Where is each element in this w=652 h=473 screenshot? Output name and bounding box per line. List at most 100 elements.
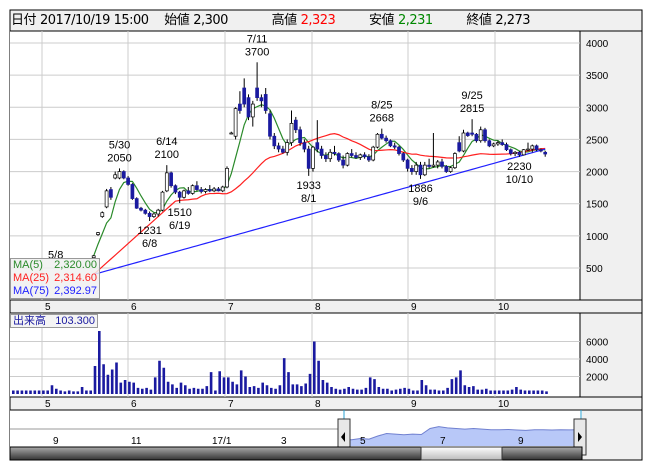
candle-body	[130, 184, 135, 199]
candle-body	[276, 145, 281, 150]
candle-body	[341, 159, 345, 166]
candle	[293, 116, 298, 133]
volume-bar	[485, 388, 488, 394]
volume-label: 出来高	[13, 315, 46, 327]
volume-bar	[454, 377, 458, 394]
candle-body	[250, 103, 255, 118]
candle-body	[268, 113, 272, 137]
candle	[182, 189, 186, 199]
candle-body	[147, 213, 152, 217]
volume-bar	[145, 387, 148, 394]
volume-plot-area	[10, 313, 580, 397]
candle-body	[134, 198, 139, 209]
candle-body	[534, 145, 539, 151]
navigator-left-handle[interactable]	[337, 418, 351, 456]
candle	[289, 110, 294, 146]
candle	[117, 168, 122, 180]
candle-body	[440, 161, 444, 167]
candle	[418, 161, 423, 179]
candle-body	[229, 132, 234, 135]
candle-body	[513, 151, 517, 154]
volume-bar	[257, 387, 260, 394]
volume-bar	[450, 379, 454, 394]
month-tick-label: 6	[131, 399, 137, 410]
volume-bar	[360, 389, 363, 394]
annotation-date: 6/8	[142, 238, 157, 250]
candle-body	[371, 146, 376, 161]
candle-body	[448, 167, 453, 172]
candle	[470, 119, 474, 137]
candle-body	[259, 97, 264, 102]
candle	[349, 149, 354, 158]
candle	[186, 187, 191, 195]
candle-body	[311, 146, 315, 169]
candle-body	[491, 143, 496, 147]
annotation-date: 10/10	[506, 174, 534, 186]
candle-body	[117, 171, 122, 179]
navigator-tick-label: 9	[53, 436, 59, 447]
candle	[199, 187, 204, 194]
candle-body	[526, 148, 530, 151]
candle	[143, 208, 148, 215]
volume-bar	[274, 388, 277, 394]
scrollbar-thumb[interactable]	[420, 446, 503, 461]
volume-bar	[63, 391, 67, 394]
volume-bar	[497, 390, 501, 394]
volume-bar	[282, 358, 286, 394]
volume-bar	[153, 377, 157, 394]
candle-body	[345, 153, 350, 166]
candle	[250, 100, 255, 127]
volume-bar	[16, 390, 19, 394]
candle	[474, 133, 479, 143]
candle	[164, 165, 169, 193]
candle	[461, 129, 466, 153]
candle-body	[293, 119, 298, 131]
volume-bar	[89, 390, 92, 394]
volume-bar	[424, 385, 428, 394]
candle	[268, 110, 272, 140]
candle-body	[164, 172, 169, 192]
volume-bar	[106, 374, 110, 394]
volume-bar	[403, 387, 406, 394]
volume-bar	[265, 385, 269, 394]
month-tick-label: 10	[498, 399, 510, 410]
navigator-tick-label: 11	[131, 436, 142, 447]
candle-body	[104, 190, 109, 208]
candle-body	[465, 132, 470, 136]
candle	[220, 185, 225, 193]
candle-body	[367, 156, 371, 161]
candle-body	[152, 213, 156, 217]
candle	[233, 107, 238, 140]
month-tick-label: 8	[315, 302, 321, 313]
volume-bar	[192, 387, 196, 394]
volume-bar	[270, 387, 273, 394]
volume-bar	[98, 331, 101, 394]
price-tick-label: 500	[586, 264, 603, 275]
candle-body	[478, 129, 483, 142]
close-value: 2,273	[495, 13, 531, 28]
volume-bar	[528, 390, 531, 394]
volume-bar	[502, 390, 505, 394]
candle-body	[328, 151, 333, 160]
volume-bar	[394, 389, 398, 394]
close-label: 終値	[466, 13, 492, 28]
candle-body	[263, 94, 268, 111]
candle	[126, 176, 130, 186]
candle	[121, 170, 126, 180]
candle-body	[384, 137, 388, 142]
candle	[152, 212, 156, 218]
candle-body	[143, 209, 148, 214]
volume-bar	[489, 390, 492, 394]
high-label: 高値	[271, 13, 298, 28]
month-tick-label: 7	[228, 302, 234, 313]
chevron-left-icon	[341, 432, 345, 442]
volume-bar	[313, 341, 316, 394]
candle	[225, 166, 229, 189]
candle-body	[324, 155, 328, 160]
volume-bar	[12, 390, 15, 394]
candle	[324, 152, 328, 162]
candle-body	[401, 153, 406, 161]
candle	[345, 152, 350, 167]
volume-bar	[523, 390, 527, 394]
